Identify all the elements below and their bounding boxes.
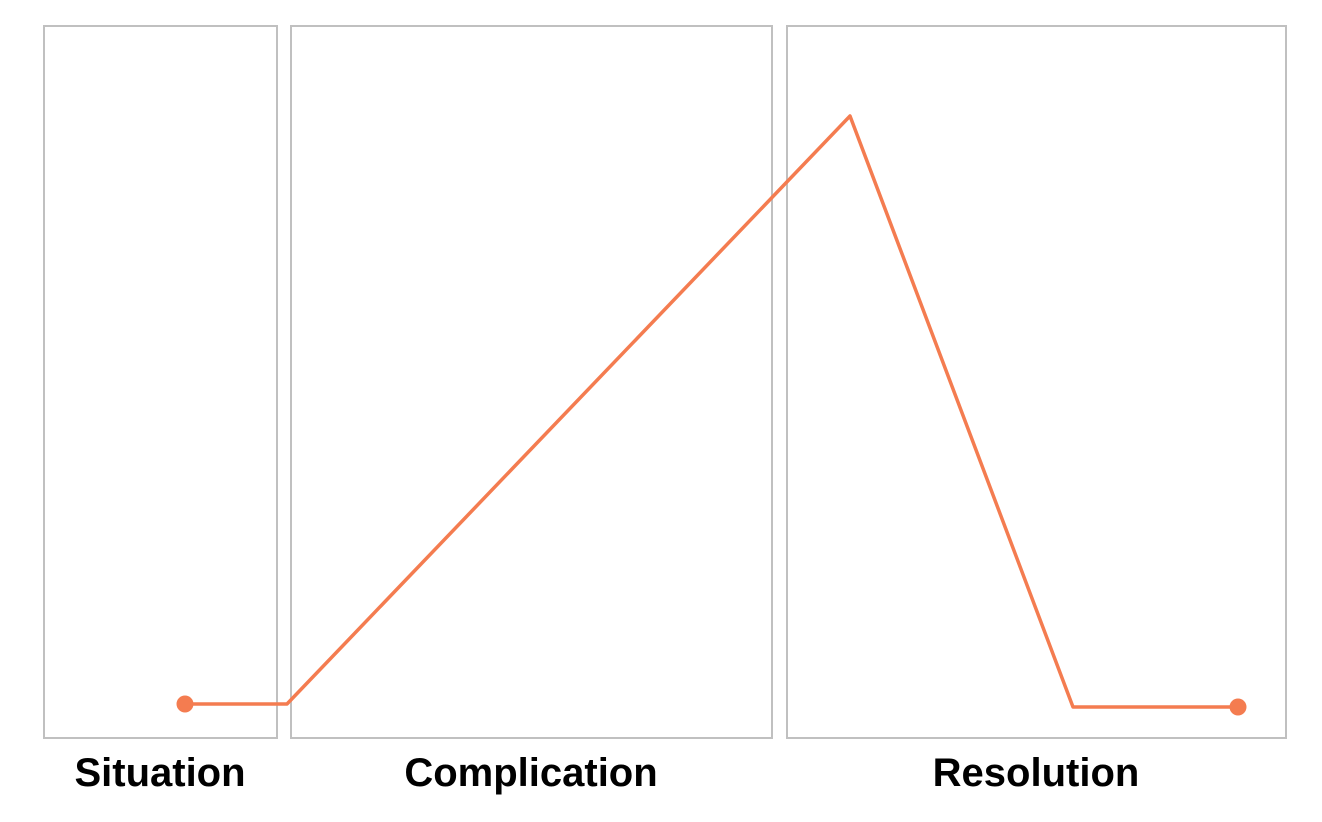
story-arc	[185, 114, 1238, 709]
complication-box	[290, 25, 773, 739]
section-label: Resolution	[933, 751, 1140, 795]
arc-end	[1229, 698, 1247, 716]
situation-box	[43, 25, 278, 739]
arc-start	[176, 695, 194, 713]
resolution-box	[786, 25, 1287, 739]
section-label: Complication	[404, 751, 657, 795]
section-label: Situation	[74, 751, 245, 795]
